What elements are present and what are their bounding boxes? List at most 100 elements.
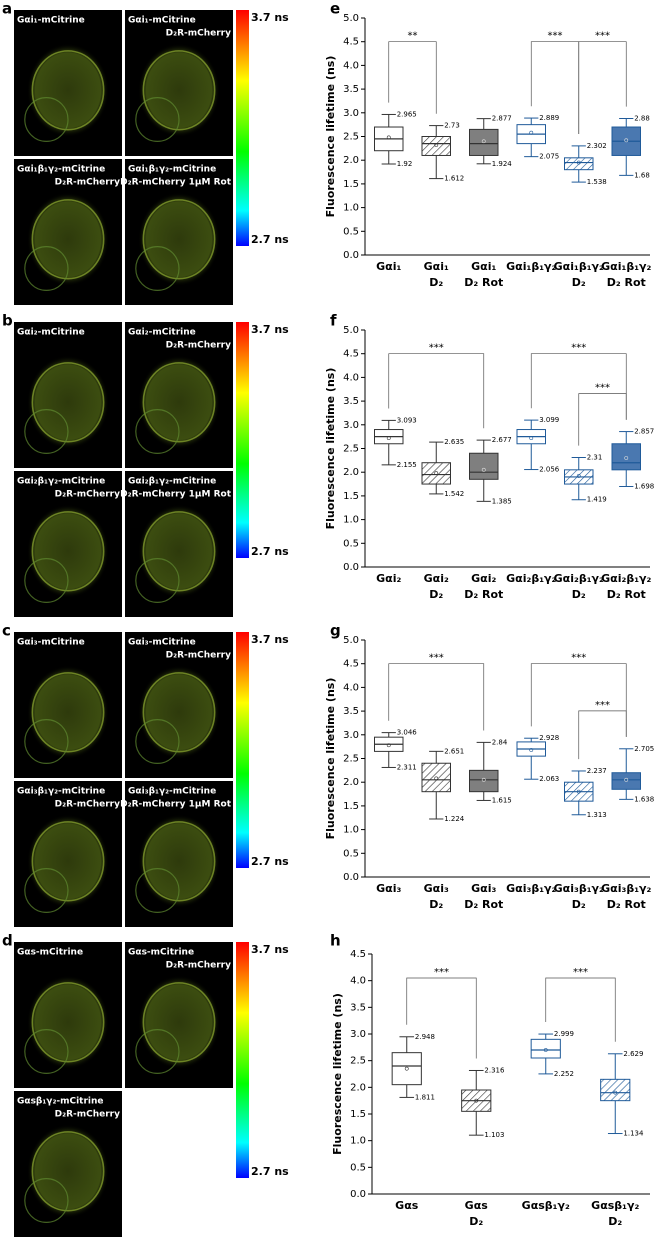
cell-body	[137, 192, 221, 287]
x-tick-label: Gαi₃	[471, 882, 496, 895]
whisker-label: 1.615	[492, 796, 512, 804]
significance-bracket	[530, 353, 627, 420]
whisker-label: 2.311	[397, 763, 417, 771]
x-tick-sublabel: D₂	[429, 276, 443, 289]
box	[421, 762, 451, 793]
mean	[576, 474, 581, 478]
significance-label: ***	[429, 343, 444, 354]
box	[421, 136, 451, 156]
cell-membrane	[24, 246, 69, 292]
y-tick-label: 2.0	[350, 1082, 366, 1093]
x-tick-label: Gαi₂	[376, 572, 401, 585]
whisker-label: 2.31	[587, 454, 603, 462]
mean	[624, 138, 629, 143]
whisker-label: 2.889	[539, 114, 559, 122]
panel-letter: a	[2, 0, 12, 18]
whisker-label: 2.857	[634, 428, 654, 436]
x-tick-sublabel: D₂ Rot	[607, 276, 646, 289]
image-label: Gαs-mCitrine	[128, 948, 194, 958]
y-axis-label: Fluorescence lifetime (ns)	[324, 368, 337, 530]
cell-body	[137, 814, 221, 909]
cell-membrane	[31, 672, 105, 753]
cell-membrane	[24, 1028, 69, 1074]
whisker-label: 1.924	[492, 160, 513, 168]
significance-label: ***	[595, 31, 610, 42]
cell-body	[26, 43, 110, 138]
cell-membrane	[135, 557, 180, 603]
y-tick-label: 0.5	[343, 538, 359, 549]
whisker-label: 1.612	[444, 175, 464, 183]
box	[469, 769, 499, 793]
cell-body	[137, 504, 221, 599]
whisker-label: 1.224	[444, 815, 465, 823]
image-label: Gαi₂-mCitrine	[17, 328, 85, 338]
cell-body	[26, 665, 110, 760]
cell-body	[137, 975, 221, 1070]
image-label: D₂R-mCherry 1μM Rot	[120, 800, 232, 810]
box	[421, 462, 451, 485]
image-label: Gαi₂β₁γ₂-mCitrine	[128, 477, 216, 487]
y-tick-label: 4.5	[350, 949, 366, 960]
cell-membrane	[24, 409, 69, 455]
y-tick-label: 1.0	[343, 203, 359, 214]
panel-letter: g	[330, 622, 341, 640]
y-tick-label: 1.5	[350, 1109, 366, 1120]
cell-membrane	[135, 867, 180, 913]
image-label: D₂R-mCherry	[166, 341, 231, 351]
image-label: Gαi₂β₁γ₂-mCitrine	[17, 477, 105, 487]
whisker-label: 2.877	[492, 115, 512, 123]
y-tick-label: 5.0	[343, 13, 359, 24]
whisker-label: 1.385	[492, 497, 512, 505]
cell-membrane	[31, 199, 105, 280]
x-tick-sublabel: D₂	[429, 898, 443, 911]
cell-body	[137, 355, 221, 450]
x-tick-sublabel: D₂	[572, 588, 586, 601]
box	[611, 443, 641, 471]
x-tick-label: Gαi₃	[424, 882, 449, 895]
cell-membrane	[135, 1028, 180, 1074]
whisker-label: 1.68	[634, 171, 650, 179]
image-label: Gαi₃-mCitrine	[17, 638, 85, 648]
mean	[576, 160, 581, 165]
scale-label: 3.7 ns	[251, 943, 289, 956]
scale-label: 3.7 ns	[251, 11, 289, 24]
whisker-label: 1.638	[634, 795, 654, 803]
y-tick-label: 5.0	[343, 325, 359, 336]
x-tick-sublabel: D₂ Rot	[607, 898, 646, 911]
cell-membrane	[31, 50, 105, 131]
color-scale	[236, 10, 249, 246]
scale-label: 2.7 ns	[251, 545, 289, 558]
cell-membrane	[24, 557, 69, 603]
whisker-label: 3.099	[539, 416, 559, 424]
significance-bracket	[388, 663, 485, 731]
whisker-label: 1.419	[587, 496, 607, 504]
y-tick-label: 4.5	[343, 349, 359, 360]
whisker-label: 3.046	[397, 729, 418, 737]
y-tick-label: 4.0	[343, 682, 359, 693]
significance-label: **	[408, 31, 418, 42]
mean	[576, 789, 581, 794]
whisker-label: 2.635	[444, 438, 464, 446]
y-tick-label: 3.5	[343, 396, 359, 407]
x-tick-sublabel: D₂ Rot	[464, 276, 503, 289]
y-tick-label: 0.5	[343, 226, 359, 237]
y-tick-label: 2.0	[343, 467, 359, 478]
image-label: D₂R-mCherry 1μM Rot	[120, 490, 232, 500]
mean	[529, 436, 534, 440]
significance-bracket	[578, 393, 627, 446]
cell-body	[26, 192, 110, 287]
x-tick-label: Gαi₂β₁γ₂	[601, 572, 651, 585]
mean	[386, 436, 391, 440]
y-tick-label: 3.5	[343, 84, 359, 95]
x-tick-sublabel: D₂	[429, 588, 443, 601]
significance-bracket	[578, 710, 627, 760]
color-scale	[236, 322, 249, 558]
box	[469, 128, 499, 156]
x-tick-label: Gαi₃β₁γ₂	[554, 882, 604, 895]
y-axis-label: Fluorescence lifetime (ns)	[331, 993, 344, 1155]
x-tick-label: Gαi₁	[471, 260, 496, 273]
x-tick-label: Gαsβ₁γ₂	[522, 1199, 570, 1212]
scale-label: 3.7 ns	[251, 633, 289, 646]
image-label: D₂R-mCherry	[55, 178, 120, 188]
y-tick-label: 3.5	[350, 1002, 366, 1013]
